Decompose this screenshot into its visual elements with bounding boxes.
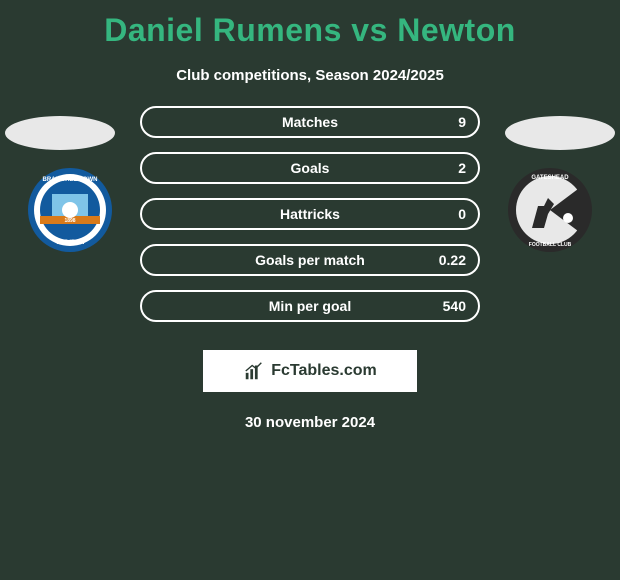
stat-value-right: 2 <box>458 160 466 176</box>
stat-label: Goals per match <box>255 252 365 268</box>
stat-value-right: 0.22 <box>439 252 466 268</box>
subtitle: Club competitions, Season 2024/2025 <box>0 67 620 84</box>
svg-text:FOOTBALL CLUB: FOOTBALL CLUB <box>529 242 572 248</box>
stat-label: Goals <box>291 160 330 176</box>
club-badge-right: GATESHEAD FOOTBALL CLUB <box>500 166 600 254</box>
stat-label: Min per goal <box>269 298 351 314</box>
chart-icon <box>243 360 265 382</box>
svg-text:THE IRON: THE IRON <box>56 240 85 246</box>
stat-row: Matches 9 <box>140 106 480 138</box>
stat-row: Min per goal 540 <box>140 290 480 322</box>
stat-label: Matches <box>282 114 338 130</box>
player-photo-right <box>505 116 615 150</box>
club-badge-left: BRAINTREE TOWN THE IRON 1898 <box>20 166 120 254</box>
stat-row: Hattricks 0 <box>140 198 480 230</box>
svg-text:BRAINTREE TOWN: BRAINTREE TOWN <box>43 177 98 183</box>
date-label: 30 november 2024 <box>0 414 620 431</box>
stats-list: Matches 9 Goals 2 Hattricks 0 Goals per … <box>140 106 480 322</box>
watermark-badge: FcTables.com <box>203 350 417 392</box>
comparison-area: BRAINTREE TOWN THE IRON 1898 GATESHEAD F… <box>0 106 620 431</box>
svg-text:1898: 1898 <box>64 218 75 224</box>
stat-value-right: 0 <box>458 206 466 222</box>
stat-label: Hattricks <box>280 206 340 222</box>
stat-value-right: 540 <box>443 298 466 314</box>
watermark-text: FcTables.com <box>271 362 377 380</box>
stat-value-right: 9 <box>458 114 466 130</box>
page-title: Daniel Rumens vs Newton <box>0 0 620 49</box>
svg-text:GATESHEAD: GATESHEAD <box>531 175 569 181</box>
player-photo-left <box>5 116 115 150</box>
stat-row: Goals 2 <box>140 152 480 184</box>
stat-row: Goals per match 0.22 <box>140 244 480 276</box>
